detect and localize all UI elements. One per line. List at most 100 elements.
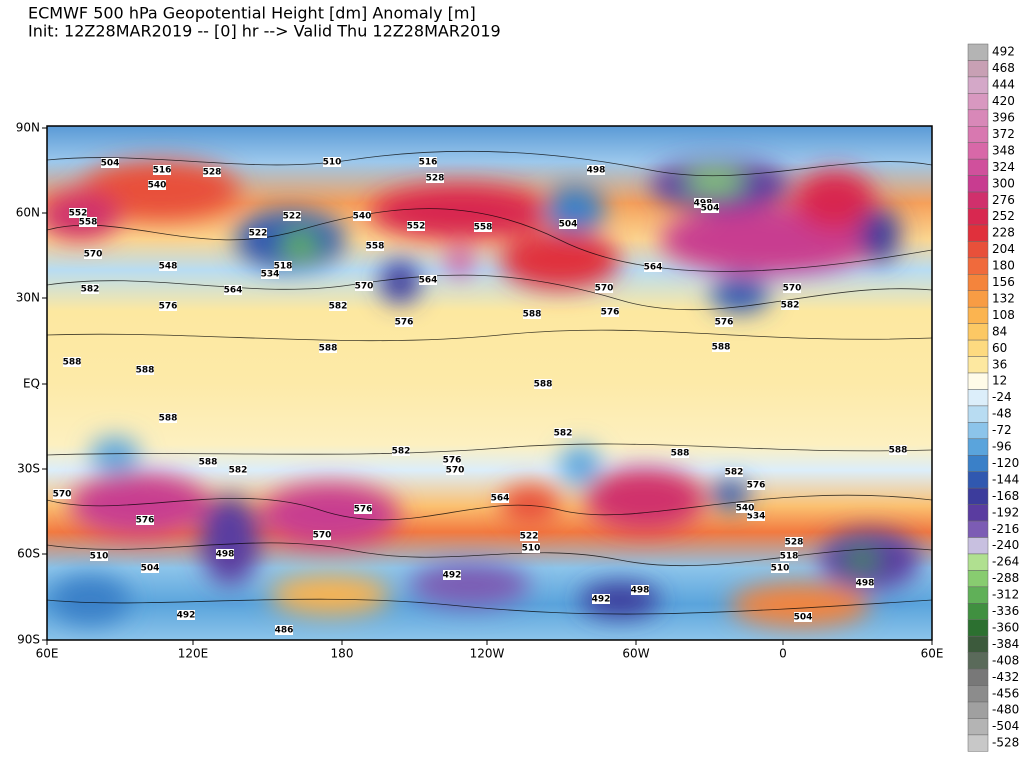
contour-label-box [353,211,371,221]
colorbar-box [967,290,989,308]
contour-label: 588 [523,310,542,320]
contour-label-box [701,203,719,213]
lon-label: 60W [622,647,649,661]
contour-label-box [781,300,799,310]
contour-label: 540 [736,504,755,514]
contour-label-box [355,281,373,291]
colorbar-box [967,570,989,588]
colorbar-box [967,455,989,472]
contour-label-box [329,301,347,311]
contour-label-box [141,563,159,573]
colorbar-box [967,504,989,522]
colorbar-box [967,471,989,489]
colorbar-label: 348 [992,143,1015,157]
contour-label-box [446,465,464,475]
contour-label: 540 [148,181,167,191]
contour-label-box [395,317,413,327]
colorbar-label: 492 [992,45,1015,59]
contour-label: 582 [554,429,573,439]
colorbar-box [967,553,989,571]
contour-label: 504 [559,220,578,230]
colorbar-box [967,701,989,719]
colorbar-label: -216 [992,522,1019,536]
colorbar-box [967,339,989,357]
contour-label: 498 [856,579,875,589]
contour-label: 570 [53,490,72,500]
contour-label: 504 [101,159,120,169]
colorbar-label: -144 [992,472,1019,486]
contour-label: 570 [313,531,332,541]
colorbar-label: 12 [992,374,1007,388]
contour-label: 576 [159,302,178,312]
colorbar-label: -480 [992,703,1019,717]
colorbar-box [967,175,989,193]
colorbar-label: 204 [992,242,1015,256]
contour-label: 510 [90,552,109,562]
contour-label-box [159,301,177,311]
contour-label-box [595,283,613,293]
contour-label-box [491,493,509,503]
contour-label: 570 [84,250,103,260]
colorbar-label: -456 [992,686,1019,700]
contour-label-box [419,275,437,285]
contour-label: 570 [446,466,465,476]
contour-label: 588 [889,446,908,456]
contour-label: 504 [701,204,720,214]
colorbar-box [967,208,989,226]
colorbar-label: 372 [992,127,1015,141]
colorbar-label: -192 [992,505,1019,519]
colorbar-label: 180 [992,259,1015,273]
colorbar-label: 444 [992,78,1015,92]
colorbar-label: 468 [992,61,1015,75]
contour-label: 588 [159,414,178,424]
colorbar-box [967,76,989,94]
colorbar-box [967,142,989,160]
lon-label: 180 [331,647,354,661]
contour-label: 552 [69,209,88,219]
contour-label-box [313,530,331,540]
contour-label-box [534,379,552,389]
lat-label: 30S [17,462,40,476]
contour-label-box [794,612,812,622]
contour-label: 576 [443,456,462,466]
contour-label-box [771,563,789,573]
colorbar-label: 228 [992,226,1015,240]
contour-label: 528 [203,168,222,178]
colorbar-box [967,734,989,752]
colorbar-box [967,685,989,703]
colorbar-box [967,718,989,736]
colorbar-box [967,126,989,143]
colorbar-label: -312 [992,588,1019,602]
contour-label: 570 [783,284,802,294]
contour-label: 558 [79,218,98,228]
colorbar-label: 300 [992,176,1015,190]
lon-label: 120E [178,647,209,661]
colorbar-box [967,43,989,61]
contour-label: 498 [587,166,606,176]
contour-label-box [671,448,689,458]
colorbar-label: -24 [992,390,1012,404]
colorbar-box [967,619,989,637]
contour-label-box [747,511,765,521]
colorbar-label: 84 [992,324,1007,338]
colorbar-label: 324 [992,160,1015,174]
colorbar-label: -264 [992,555,1019,569]
contour-label-box [474,222,492,232]
contour-label: 564 [419,276,438,286]
contour-label: 582 [329,302,348,312]
colorbar-box [967,60,989,78]
contour-label-box [153,165,171,175]
contour-label-box [323,157,341,167]
colorbar-label: -120 [992,456,1019,470]
colorbar-box [967,224,989,242]
contour-label-box [274,261,292,271]
colorbar-box [967,323,989,341]
contour-label-box [587,165,605,175]
contour-label: 588 [712,343,731,353]
colorbar-label: -528 [992,736,1019,750]
contour-label: 564 [491,494,510,504]
contour-label-box [856,578,874,588]
lat-label: 30N [16,291,40,305]
